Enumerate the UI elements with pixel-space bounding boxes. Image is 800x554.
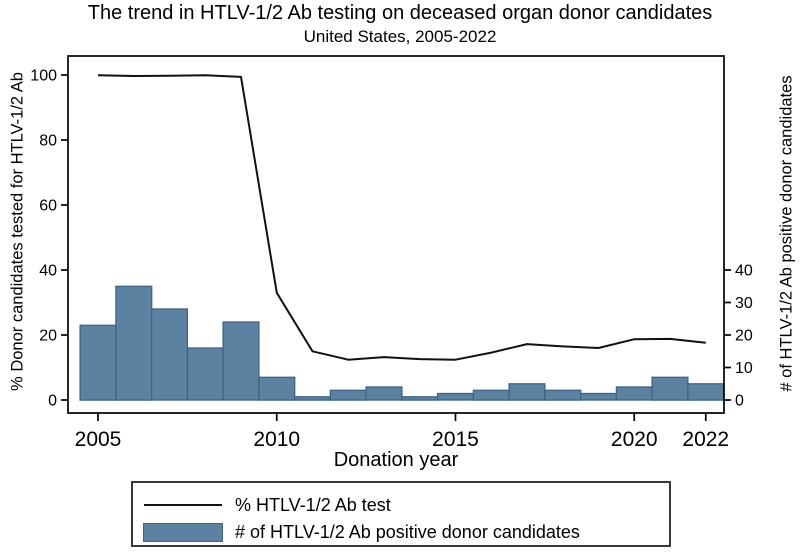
left-tick-label-40: 40: [39, 263, 57, 280]
legend-line-swatch-cell: [142, 504, 223, 506]
bar-2018: [544, 389, 582, 401]
right-tick-label-30: 30: [735, 295, 753, 312]
bar-swatch-icon: [142, 522, 223, 542]
left-tick-label-20: 20: [39, 328, 57, 345]
legend-line-label: % HTLV-1/2 Ab test: [235, 494, 391, 515]
legend-entry-line: % HTLV-1/2 Ab test: [142, 493, 391, 517]
left-tick-label-0: 0: [48, 393, 57, 410]
legend: % HTLV-1/2 Ab test # of HTLV-1/2 Ab posi…: [131, 481, 671, 547]
pct-tested-line: [97, 74, 706, 361]
bar-2014: [401, 396, 439, 401]
x-tick-label-2015: 2015: [432, 428, 479, 451]
legend-bar-swatch-cell: [142, 522, 223, 542]
legend-bar-label: # of HTLV-1/2 Ab positive donor candidat…: [235, 521, 580, 542]
right-tick-label-10: 10: [735, 360, 753, 377]
right-tick-label-20: 20: [735, 328, 753, 345]
bar-2005: [79, 324, 117, 401]
bar-2009: [222, 321, 260, 401]
bar-2008: [186, 347, 224, 401]
bar-2007: [150, 308, 189, 401]
bar-2013: [365, 386, 403, 401]
x-axis-title: Donation year: [333, 449, 459, 471]
right-tick-label-40: 40: [735, 263, 753, 280]
right-axis-title: # of HTLV-1/2 Ab positive donor candidat…: [777, 75, 796, 392]
bar-2020: [615, 386, 653, 401]
bar-2006: [115, 285, 153, 401]
left-tick-label-100: 100: [30, 68, 57, 85]
left-tick-label-60: 60: [39, 198, 57, 215]
left-tick-label-80: 80: [39, 133, 57, 150]
bar-2022: [687, 383, 725, 401]
chart-title: The trend in HTLV-1/2 Ab testing on dece…: [87, 2, 713, 24]
bar-2012: [329, 389, 367, 401]
x-tick-label-2022: 2022: [682, 428, 729, 451]
chart-subtitle: United States, 2005-2022: [303, 27, 497, 46]
bar-2019: [579, 392, 618, 401]
bar-2010: [258, 376, 296, 401]
left-axis-title: % Donor candidates tested for HTLV-1/2 A…: [8, 72, 27, 391]
bar-2011: [293, 396, 332, 401]
x-tick-label-2005: 2005: [75, 428, 122, 451]
bar-2015: [436, 392, 475, 401]
bar-2016: [472, 389, 510, 401]
bar-2017: [508, 383, 546, 401]
line-swatch-icon: [143, 504, 222, 506]
legend-entry-bar: # of HTLV-1/2 Ab positive donor candidat…: [142, 520, 580, 544]
plot-frame: [67, 55, 725, 414]
x-tick-label-2010: 2010: [253, 428, 300, 451]
right-tick-label-0: 0: [735, 393, 744, 410]
bar-2021: [651, 376, 689, 401]
x-tick-label-2020: 2020: [611, 428, 658, 451]
